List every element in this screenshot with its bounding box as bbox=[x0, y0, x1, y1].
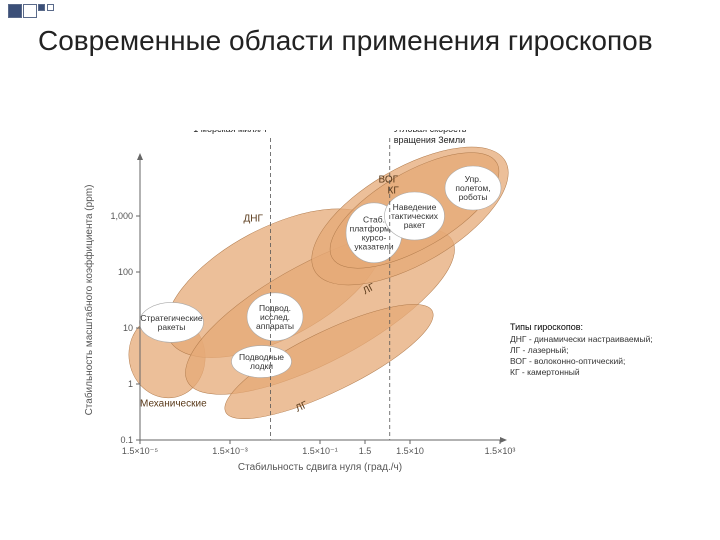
x-axis-label: Стабильность сдвига нуля (град./ч) bbox=[238, 461, 402, 473]
x-axis-arrow bbox=[500, 437, 507, 443]
chart-svg: СтратегическиеракетыПодвод.исслед.аппара… bbox=[60, 130, 660, 490]
ref-label-earth: вращения Земли bbox=[394, 135, 465, 145]
legend-line: КГ - камертонный bbox=[510, 367, 580, 377]
app-label-flight: роботы bbox=[459, 192, 488, 202]
x-tick-label: 1.5×10³ bbox=[485, 446, 516, 456]
gyro-label-kg: КГ bbox=[388, 186, 400, 197]
x-tick-label: 1.5×10⁻¹ bbox=[302, 446, 338, 456]
gyroscope-chart: СтратегическиеракетыПодвод.исслед.аппара… bbox=[60, 130, 660, 490]
deco-square bbox=[47, 4, 54, 11]
y-tick-label: 10 bbox=[123, 323, 133, 333]
gyro-label-mech: Механические bbox=[140, 398, 207, 409]
x-tick-label: 1.5×10 bbox=[396, 446, 424, 456]
app-label-tactical: ракет bbox=[404, 220, 426, 230]
slide-decoration bbox=[0, 0, 720, 24]
gyro-label-dng: ДНГ bbox=[244, 214, 264, 225]
y-axis-label: Стабильность масштабного коэффициента (p… bbox=[83, 185, 95, 416]
deco-square bbox=[23, 4, 37, 18]
y-tick-label: 1 bbox=[128, 379, 133, 389]
ref-label-earth: Угловая скорость bbox=[394, 130, 467, 134]
legend-line: ЛГ - лазерный; bbox=[510, 345, 569, 355]
y-tick-label: 1,000 bbox=[110, 211, 133, 221]
gyro-label-vog: ВОГ bbox=[379, 174, 399, 185]
y-axis-arrow bbox=[137, 153, 143, 160]
x-tick-label: 1.5×10⁻³ bbox=[212, 446, 248, 456]
legend-line: ДНГ - динамически настраиваемый; bbox=[510, 334, 653, 344]
app-label-stab: указатели bbox=[354, 241, 393, 251]
deco-square bbox=[38, 4, 45, 11]
ref-label-mile: 1 морская миля/ч bbox=[193, 130, 267, 134]
app-label-strategic: ракеты bbox=[158, 322, 186, 332]
x-tick-label: 1.5×10⁻⁵ bbox=[122, 446, 159, 456]
app-label-subs: лодки bbox=[250, 361, 273, 371]
legend-title: Типы гироскопов: bbox=[510, 322, 583, 332]
x-tick-label: 1.5 bbox=[359, 446, 372, 456]
slide-title: Современные области применения гироскопо… bbox=[38, 24, 678, 58]
y-tick-label: 0.1 bbox=[120, 435, 133, 445]
app-label-sub-research: аппараты bbox=[256, 321, 294, 331]
y-tick-label: 100 bbox=[118, 267, 133, 277]
legend-line: ВОГ - волоконно-оптический; bbox=[510, 356, 625, 366]
deco-square bbox=[8, 4, 22, 18]
